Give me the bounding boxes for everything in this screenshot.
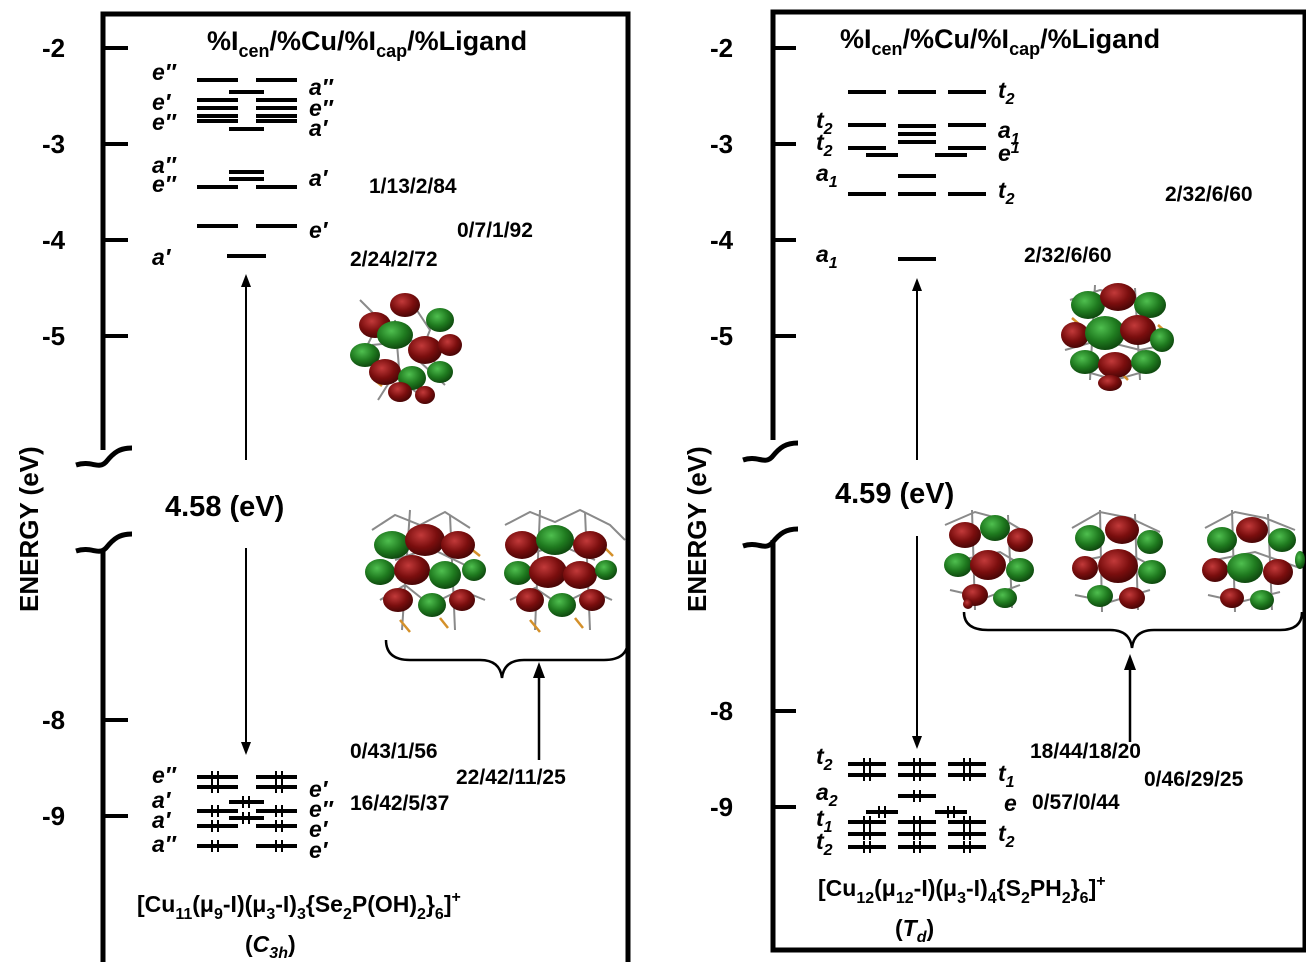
right-axis-break-lower xyxy=(742,526,799,549)
left-tick-label: -2 xyxy=(42,33,65,63)
left-occ-sym-label: a′ xyxy=(152,807,172,833)
left-tick-label: -9 xyxy=(42,801,65,831)
right-occ-percent: 0/46/29/25 xyxy=(1144,768,1244,791)
right-axis-break-upper xyxy=(742,440,799,463)
left-occ-sym-label: e″ xyxy=(309,796,334,822)
left-unocc-sym-label: e′ xyxy=(152,89,172,115)
left-lumo-isosurface xyxy=(350,293,462,404)
left-unocc-percent: 1/13/2/84 xyxy=(369,175,457,198)
right-brace-arrow xyxy=(1124,654,1136,742)
right-unocc-sym-label: t2 xyxy=(816,107,833,138)
right-occ-percent: 18/44/18/20 xyxy=(1030,740,1141,763)
left-homo-isosurface xyxy=(504,508,626,633)
left-unocc-percent: 2/24/2/72 xyxy=(350,248,438,271)
right-tick-label: -5 xyxy=(710,321,733,351)
left-occ-sym-label: a′ xyxy=(152,787,172,813)
right-lumo-isosurface xyxy=(1061,283,1174,391)
right-occ-sym-label: t1 xyxy=(998,760,1015,791)
left-composition-header: %Icen/%Cu/%Icap/%Ligand xyxy=(207,26,527,61)
right-occ-sym-label: t2 xyxy=(998,820,1015,851)
left-occ-sym-label: e′ xyxy=(309,816,329,842)
left-gap-arrows xyxy=(241,274,251,755)
left-occ-percent: 22/42/11/25 xyxy=(456,766,566,789)
left-brace-arrow xyxy=(533,662,545,760)
left-occ-sym-label: e′ xyxy=(309,776,329,802)
right-homo-isosurface xyxy=(1202,509,1305,613)
right-occ-sym-label: e xyxy=(1004,790,1017,816)
right-occupied-levels xyxy=(848,762,986,849)
right-composition-header: %Icen/%Cu/%Icap/%Ligand xyxy=(840,24,1160,59)
left-cluster-formula: [Cu11(μ9-I)(μ3-I)3{Se2P(OH)2}6]+ xyxy=(137,889,461,923)
right-unocc-sym-label: a1 xyxy=(816,241,838,272)
left-tick-label: -8 xyxy=(42,705,65,735)
left-unocc-sym-label: a″ xyxy=(152,152,177,178)
right-frame xyxy=(770,9,1306,953)
right-occ-sym-label: t2 xyxy=(816,828,833,859)
right-electron-pairs xyxy=(863,758,971,853)
left-tick-label: -5 xyxy=(42,321,65,351)
right-unocc-percent: 2/32/6/60 xyxy=(1165,183,1253,206)
right-tick-label: -2 xyxy=(710,33,733,63)
right-unocc-sym-label: t2 xyxy=(816,129,833,160)
right-tick-label: -4 xyxy=(710,225,734,255)
right-unocc-sym-label: t2 xyxy=(998,77,1015,108)
right-occ-sym-label: t1 xyxy=(816,805,833,836)
right-gap-label: 4.59 (eV) xyxy=(835,478,954,510)
left-gap-label: 4.58 (eV) xyxy=(165,491,284,523)
right-y-ticks xyxy=(773,46,796,809)
left-y-axis-label: ENERGY (eV) xyxy=(14,446,44,612)
right-tick-label: -9 xyxy=(710,792,733,822)
left-occ-percent: 0/43/1/56 xyxy=(350,740,438,763)
left-unocc-sym-label: a′ xyxy=(309,165,329,191)
left-tick-label: -4 xyxy=(42,225,66,255)
left-occ-sym-label: e″ xyxy=(152,762,177,788)
right-occ-sym-label: t2 xyxy=(816,743,833,774)
right-tick-label: -8 xyxy=(710,696,733,726)
left-axis-break-upper xyxy=(75,445,133,468)
left-y-ticks xyxy=(103,46,128,818)
left-electron-pairs xyxy=(211,771,283,852)
right-cluster-formula: [Cu12(μ12-I)(μ3-I)4{S2PH2}6]+ xyxy=(818,873,1106,907)
right-unoccupied-levels xyxy=(848,90,986,261)
left-occ-sym-label: e′ xyxy=(309,837,329,863)
right-occ-sym-label: a2 xyxy=(816,779,838,810)
right-unocc-sym-label: a1 xyxy=(816,160,838,191)
left-unocc-sym-label: a′ xyxy=(152,244,172,270)
right-homo-isosurface xyxy=(1071,509,1166,613)
left-unocc-sym-label: e″ xyxy=(152,109,177,135)
left-point-group: (C3h) xyxy=(245,931,296,962)
left-homo-brace xyxy=(384,639,630,679)
right-y-axis-label: ENERGY (eV) xyxy=(682,446,712,612)
right-unocc-percent: 2/32/6/60 xyxy=(1024,244,1112,267)
right-homo-brace xyxy=(962,611,1304,649)
left-homo-isosurface xyxy=(365,509,486,633)
left-unocc-sym-label: e′ xyxy=(309,217,329,243)
left-occ-percent: 16/42/5/37 xyxy=(350,792,449,815)
right-homo-isosurface xyxy=(944,509,1034,611)
left-unocc-sym-label: a′ xyxy=(309,115,329,141)
left-occ-sym-label: a″ xyxy=(152,831,177,857)
left-unocc-sym-label: e″ xyxy=(309,95,334,121)
left-unocc-sym-label: a″ xyxy=(309,74,334,100)
right-unocc-sym-label: t2 xyxy=(998,177,1015,208)
left-unocc-sym-label: e″ xyxy=(152,171,177,197)
left-unocc-sym-label: e″ xyxy=(152,59,177,85)
left-unocc-percent: 0/7/1/92 xyxy=(457,219,533,242)
left-axis-break-lower xyxy=(75,531,133,554)
right-occ-percent: 0/57/0/44 xyxy=(1032,791,1120,814)
right-gap-arrows xyxy=(912,278,922,749)
right-unocc-sym-label: a1 xyxy=(998,117,1020,148)
right-point-group: (Td) xyxy=(895,915,934,946)
left-unoccupied-levels xyxy=(197,78,297,258)
left-frame xyxy=(100,11,631,962)
left-panel: -2 -3 -4 -5 -8 -9 ENERGY (eV) %Icen/%Cu/… xyxy=(14,11,631,962)
left-tick-label: -3 xyxy=(42,129,65,159)
right-tick-label: -3 xyxy=(710,129,733,159)
right-panel: -2 -3 -4 -5 -8 -9 ENERGY (eV) %Icen/%Cu/… xyxy=(682,9,1306,953)
right-unocc-sym-label: e1 xyxy=(998,140,1020,166)
